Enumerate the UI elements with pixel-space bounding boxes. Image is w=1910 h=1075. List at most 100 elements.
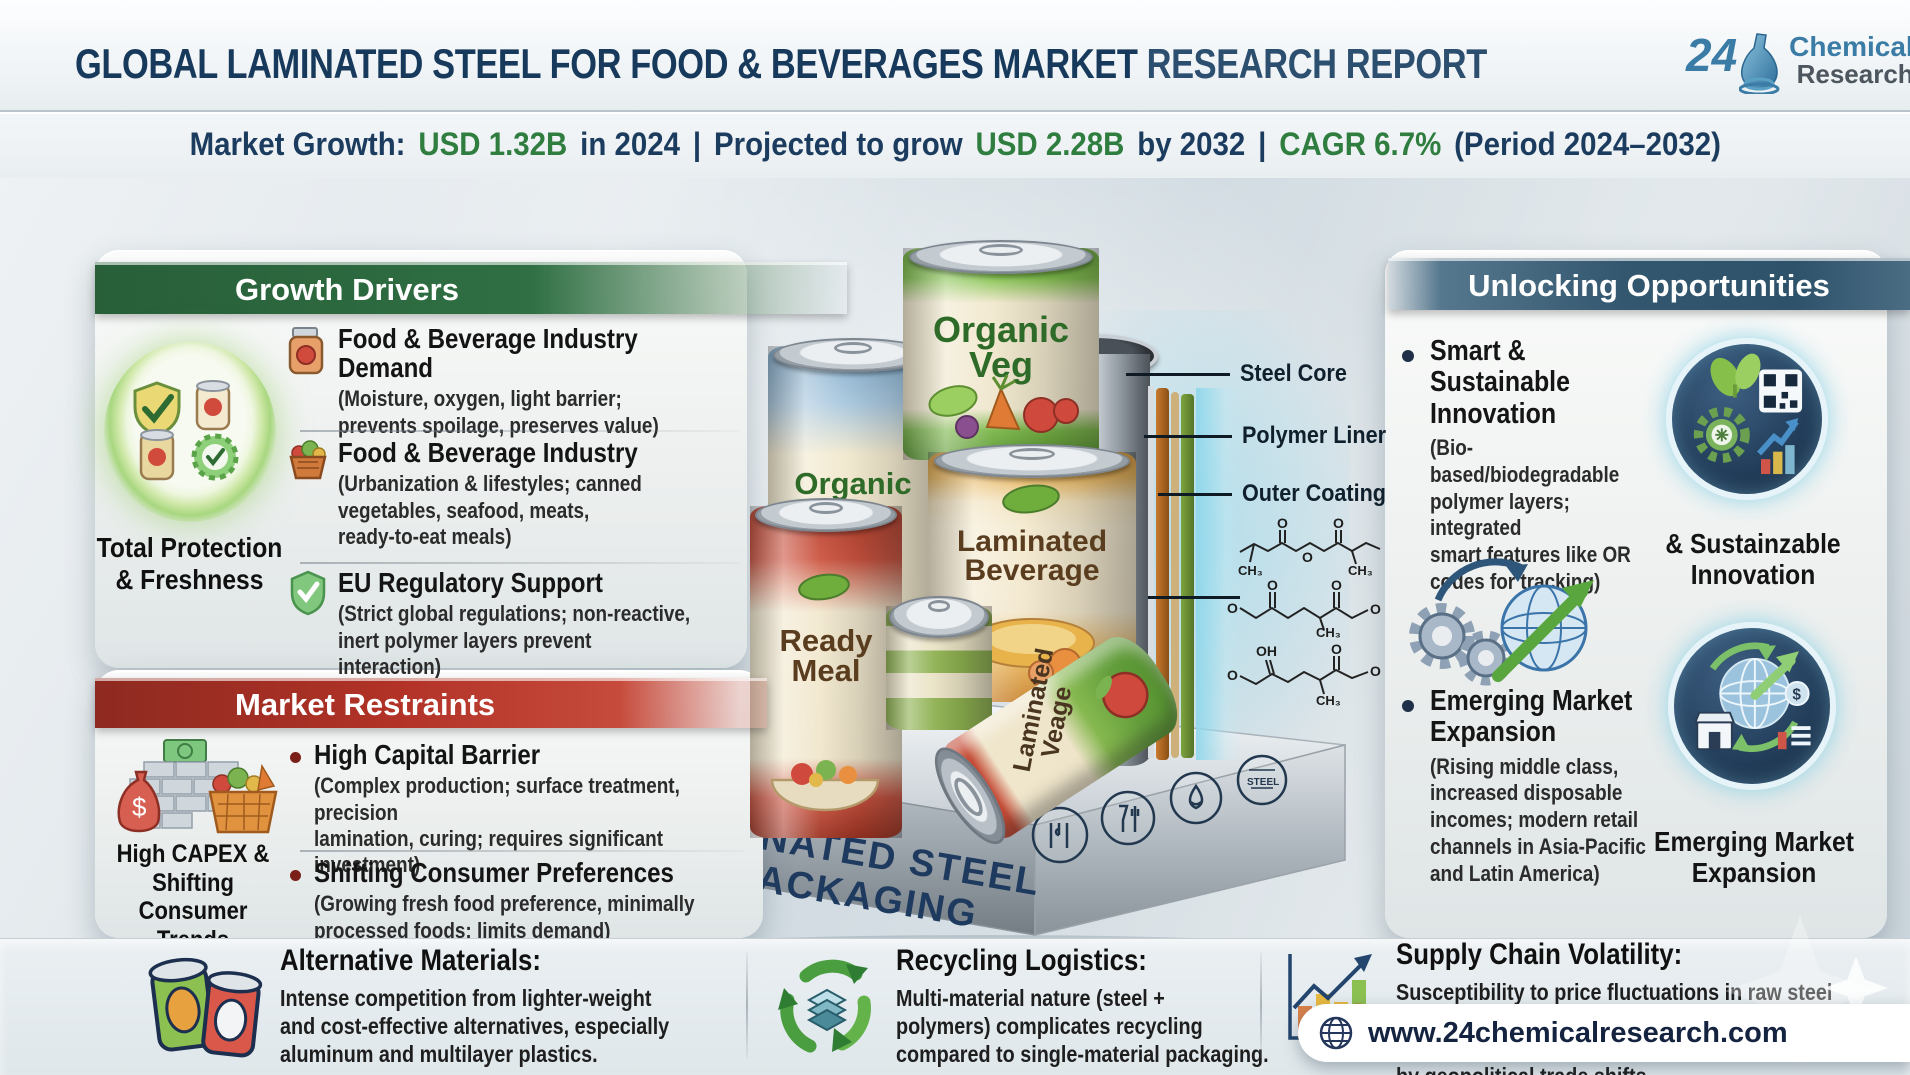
beverage-can-label: Laminated Beverage	[956, 525, 1108, 588]
capex-icon: $	[117, 739, 278, 834]
restraint-item-2-title: Shifting Consumer Preferences	[314, 857, 674, 888]
growth-item-1-title: Food & Beverage Industry Demand	[338, 323, 638, 384]
market-restraints-header: Market Restraints	[235, 686, 496, 722]
bullet-dot	[290, 752, 301, 763]
shield-check-icon	[290, 570, 326, 616]
globe-icon	[1319, 1016, 1353, 1050]
restraint-item-2: Shifting Consumer Preferences (Growing f…	[288, 858, 762, 944]
opportunity-item-1-desc: (Bio-based/biodegradable polymer layers;…	[1430, 434, 1631, 595]
restraint-item-2-desc: (Growing fresh food preference, minimall…	[314, 891, 695, 943]
logo-word1: Chemical	[1789, 31, 1910, 62]
subtitle-text3: by 2032	[1137, 126, 1246, 162]
pedestal-badge-text: STEEL	[1247, 777, 1279, 788]
svg-text:O: O	[1333, 518, 1344, 531]
bottom-item-2-desc: Multi-material nature (steel + polymers)…	[896, 985, 1269, 1068]
growth-item-1: Food & Beverage Industry Demand (Moistur…	[286, 324, 748, 439]
formula-leader-line	[1148, 596, 1240, 599]
header-divider-light	[0, 112, 1910, 114]
growth-separator-1	[300, 430, 740, 432]
bottom-item-1-desc: Intense competition from lighter-weight …	[280, 985, 670, 1068]
growth-item-3-title: EU Regulatory Support	[338, 567, 603, 598]
subtitle-row: Market Growth: USD 1.32B in 2024 | Projected…	[0, 126, 1910, 163]
growth-item-3-desc: (Strict global regulations; non-reactive…	[338, 601, 691, 679]
sparkle-large	[1725, 916, 1875, 1066]
subtitle-text2: Projected to grow	[713, 126, 963, 162]
logo-word2: Research	[1796, 59, 1910, 90]
opportunity-item-1-title: Smart & Sustainable Innovation	[1430, 335, 1570, 430]
sustainable-innovation-art	[1693, 353, 1803, 475]
green-can-label: Organic Veg	[932, 308, 1070, 385]
green-can: Organic Veg	[903, 240, 1099, 460]
subtitle-cagr: CAGR 6.7%	[1279, 126, 1442, 162]
growth-item-2: Food & Beverage Industry (Urbanization &…	[286, 438, 748, 550]
svg-text:OH: OH	[1256, 643, 1277, 659]
growth-item-2-title: Food & Beverage Industry	[338, 437, 638, 468]
svg-text:O: O	[1267, 580, 1278, 593]
layer-strip-silver	[1148, 386, 1154, 758]
restraints-side-label: High CAPEX & Shifting Consumer Trends	[116, 840, 270, 954]
bottom-item-2: Recycling Logistics: Multi-material natu…	[896, 944, 1341, 1068]
bullet-dot	[1402, 700, 1414, 712]
bottom-item-3-title: Supply Chain Volatility:	[1396, 938, 1683, 971]
caption-sustainable: & Sustainzable Innovation	[1665, 528, 1841, 591]
sparkle-small	[1824, 956, 1888, 1020]
website-pill[interactable]: www.24chemicalresearch.com	[1298, 1004, 1910, 1062]
ready-meal-can: Ready Meal	[750, 498, 902, 838]
bottom-item-2-title: Recycling Logistics:	[896, 944, 1147, 977]
svg-text:O: O	[1331, 642, 1342, 657]
small-can	[886, 596, 992, 730]
protection-badge-icon	[104, 342, 276, 522]
svg-text:CH₃: CH₃	[1348, 563, 1373, 576]
svg-text:O: O	[1370, 601, 1381, 617]
beverage-leaf-badge	[1001, 484, 1060, 514]
growth-item-1-desc: (Moisture, oxygen, light barrier; preven…	[338, 386, 659, 438]
website-url[interactable]: www.24chemicalresearch.com	[1368, 1016, 1788, 1049]
svg-text:CH₃: CH₃	[1316, 625, 1341, 638]
bottom-item-1: Alternative Materials: Intense competiti…	[280, 944, 735, 1068]
flask-icon	[1739, 33, 1780, 94]
ready-can-label: Ready Meal	[779, 622, 873, 688]
opportunity-item-2-desc: (Rising middle class, increased disposab…	[1430, 753, 1646, 886]
ready-can-art	[770, 759, 880, 811]
layer-strip-orange	[1156, 388, 1169, 760]
food-safe-icons	[1049, 783, 1204, 848]
opportunity-item-1: Smart & Sustainable Innovation (Bio-base…	[1402, 335, 1694, 596]
opportunity-item-2-title: Emerging Market Expansion	[1430, 685, 1633, 749]
svg-text:O: O	[1302, 549, 1313, 565]
subtitle-band	[0, 114, 1910, 178]
subtitle-sep1: |	[692, 126, 701, 162]
bullet-dot	[290, 870, 301, 881]
layer-label-polymer-liner: Polymer Liner	[1144, 422, 1402, 450]
layer-label-outer-coating: Outer Coating	[1158, 480, 1402, 508]
bottom-divider-1	[746, 952, 748, 1058]
svg-text:CH₃: CH₃	[1316, 693, 1341, 706]
market-restraints-banner: Market Restraints	[95, 678, 767, 728]
page-title-main: GLOBAL LAMINATED STEEL FOR FOOD & BEVERA…	[75, 40, 1138, 87]
subtitle-period: (Period 2024–2032)	[1453, 126, 1721, 162]
produce-basket-icon	[289, 440, 327, 480]
emerging-market-icon: $	[1668, 622, 1836, 790]
logo-number: 24	[1686, 29, 1738, 81]
page-title: GLOBAL LAMINATED STEEL FOR FOOD & BEVERA…	[75, 40, 1487, 88]
bottom-divider-2	[1260, 952, 1262, 1058]
chem-formula-1: O O O CH₃ CH₃	[1238, 518, 1381, 576]
svg-text:O: O	[1331, 580, 1342, 593]
restraint-item-1-title: High Capital Barrier	[314, 739, 541, 770]
subtitle-sep2: |	[1257, 126, 1267, 162]
opportunities-banner: Unlocking Opportunities	[1388, 258, 1910, 310]
tilted-can: Laminated Veage	[922, 608, 1204, 855]
bullet-dot	[1402, 350, 1414, 362]
growth-side-label: Total Protection & Freshness	[96, 532, 283, 595]
layer-label-steel-core: Steel Core	[1126, 360, 1359, 388]
recycle-icon	[778, 959, 871, 1053]
subtitle-text1: in 2024	[579, 126, 680, 162]
header-band	[0, 0, 1910, 112]
restraint-item-1: High Capital Barrier (Complex production…	[288, 740, 762, 879]
growth-separator-2	[300, 562, 740, 564]
svg-text:CH₃: CH₃	[1238, 563, 1263, 576]
brand-logo: 24 Chemical Research	[1686, 32, 1910, 94]
canned-food-icon	[288, 327, 324, 375]
ready-leaf-badge	[797, 574, 850, 601]
subtitle-value-2032: USD 2.28B	[975, 126, 1125, 162]
